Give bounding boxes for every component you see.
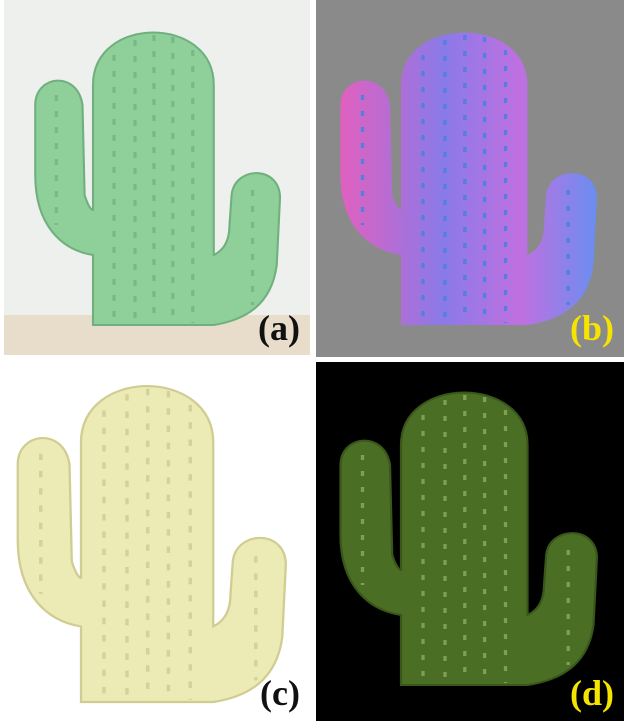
panel-c: (c) bbox=[4, 362, 310, 721]
panel-label: (b) bbox=[570, 308, 614, 348]
panel-label: (a) bbox=[258, 308, 300, 348]
panel-label: (d) bbox=[570, 673, 614, 713]
panel-d: (d) bbox=[316, 362, 624, 721]
panel-label: (c) bbox=[260, 673, 300, 713]
panel-a: (a) bbox=[4, 0, 310, 355]
panel-b: (b) bbox=[316, 0, 624, 357]
